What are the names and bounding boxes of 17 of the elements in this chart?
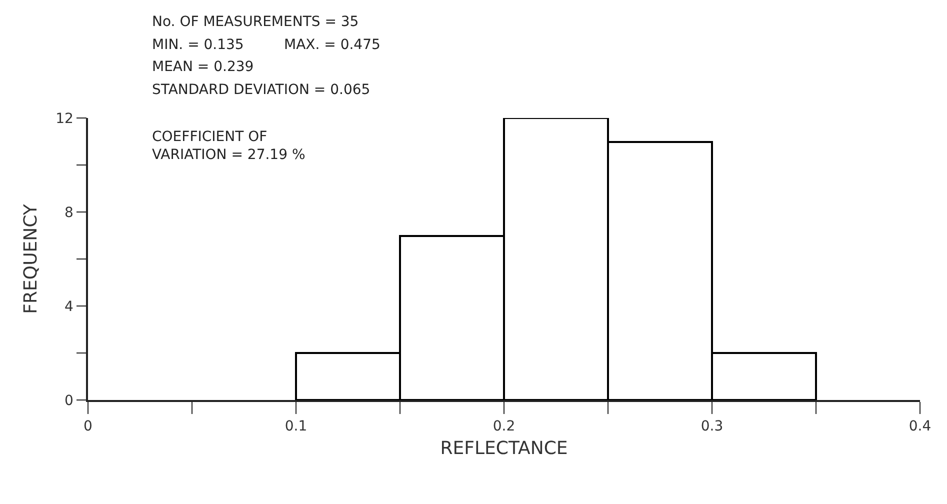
y-tick-label: 12 [56, 110, 74, 127]
x-tick-label: 0.2 [492, 418, 516, 435]
annotation: COEFFICIENT OF VARIATION = 27.19 % [152, 129, 306, 164]
text: MEAN = 0.239 [152, 59, 254, 75]
text: STANDARD DEVIATION = 0.065 [152, 82, 370, 98]
text: No. OF MEASUREMENTS = 35 [152, 14, 359, 30]
x-axis-title: REFLECTANCE [440, 438, 568, 460]
text: MAX. = 0.475 [284, 37, 380, 53]
x-tick-label: 0.4 [908, 418, 932, 435]
x-tick-label: 0.3 [700, 418, 724, 435]
y-tick-label: 8 [64, 204, 74, 221]
y-tick-label: 4 [64, 298, 74, 315]
y-axis-title: FREQUENCY [20, 203, 42, 314]
x-tick-label: 0.1 [284, 418, 308, 435]
x-tick-label: 0 [84, 418, 92, 435]
y-tick-label: 0 [64, 392, 74, 409]
text: MIN. = 0.135 [152, 37, 244, 53]
